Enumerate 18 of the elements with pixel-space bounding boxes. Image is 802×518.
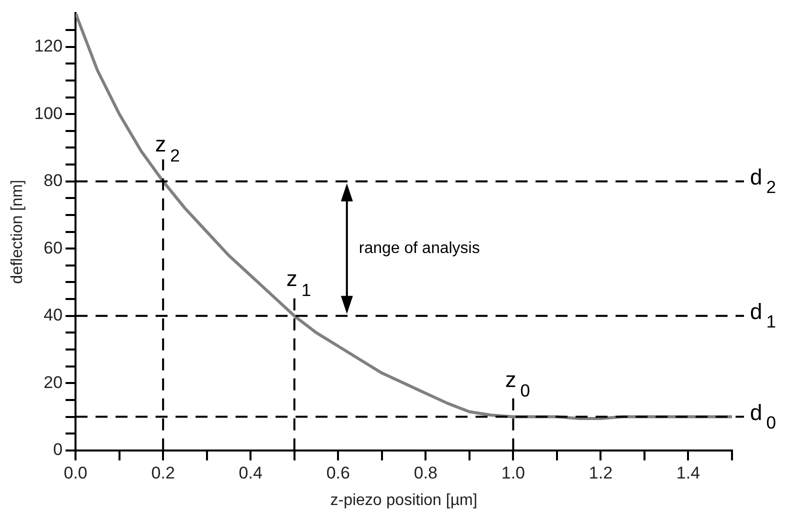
x-tick-label: 1.4 bbox=[676, 463, 700, 482]
y-tick-label: 20 bbox=[44, 372, 63, 392]
y-tick-label: 40 bbox=[44, 306, 63, 325]
x-tick-label: 0.2 bbox=[151, 463, 175, 482]
y-tick-label: 120 bbox=[34, 36, 63, 56]
x-tick-label: 1.0 bbox=[501, 463, 526, 482]
y-tick-label: 100 bbox=[34, 104, 63, 123]
y-tick-label: 0 bbox=[53, 440, 63, 460]
x-tick-label: 0.4 bbox=[238, 463, 262, 482]
y-axis-title: deflection [nm] bbox=[9, 180, 26, 284]
x-tick-label: 0.8 bbox=[414, 463, 438, 482]
y-tick-label: 60 bbox=[44, 238, 63, 258]
y-tick-label: 80 bbox=[44, 171, 63, 190]
annotation: range of analysis bbox=[358, 240, 480, 258]
x-tick-label: 0.0 bbox=[64, 463, 88, 482]
x-tick-label: 0.6 bbox=[326, 463, 350, 482]
x-axis-title: z-piezo position [µm] bbox=[330, 492, 478, 509]
x-tick-label: 1.2 bbox=[588, 463, 613, 482]
